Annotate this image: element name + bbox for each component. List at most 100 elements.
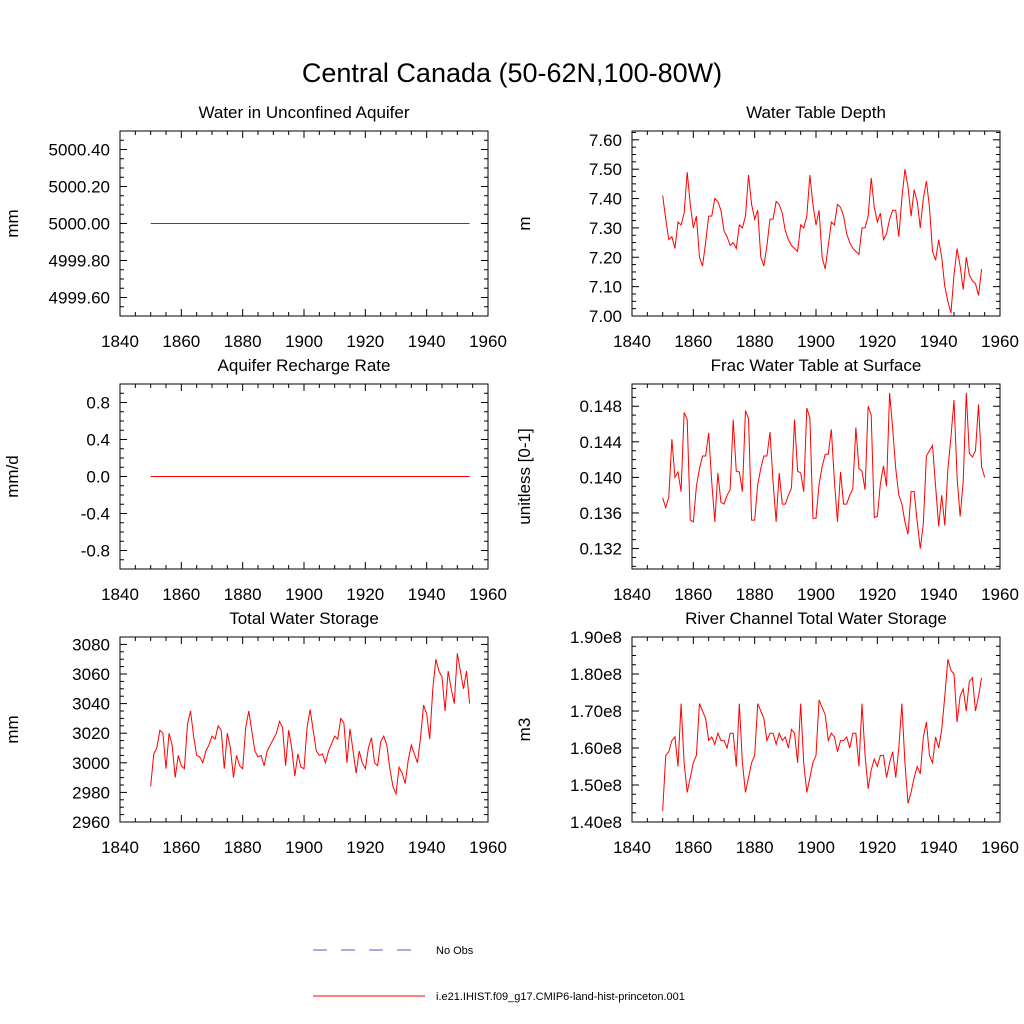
y-tick-label: 7.20	[589, 248, 622, 267]
y-tick-label: 3060	[72, 665, 110, 684]
y-tick-label: 1.80e8	[570, 665, 622, 684]
y-tick-label: -0.4	[81, 505, 110, 524]
x-tick-label: 1940	[408, 585, 446, 604]
y-tick-label: 1.50e8	[570, 776, 622, 795]
x-tick-label: 1840	[101, 332, 139, 351]
y-tick-label: 0.0	[86, 468, 110, 487]
x-tick-label: 1900	[285, 585, 323, 604]
y-tick-label: 3040	[72, 695, 110, 714]
y-tick-label: 1.70e8	[570, 702, 622, 721]
x-tick-label: 1840	[613, 585, 651, 604]
x-tick-label: 1880	[736, 332, 774, 351]
x-tick-label: 1920	[858, 585, 896, 604]
x-tick-label: 1860	[162, 585, 200, 604]
x-tick-label: 1920	[346, 585, 384, 604]
x-tick-label: 1960	[469, 332, 507, 351]
y-tick-label: 3000	[72, 754, 110, 773]
x-tick-label: 1860	[674, 585, 712, 604]
x-tick-label: 1860	[162, 838, 200, 857]
y-tick-label: 1.60e8	[570, 739, 622, 758]
y-tick-label: 0.148	[579, 397, 622, 416]
series-line-river-channel-total-water-storage	[662, 659, 983, 811]
y-axis-label-water-table-depth: m	[515, 216, 534, 230]
x-tick-label: 1900	[797, 585, 835, 604]
x-tick-label: 1880	[736, 585, 774, 604]
x-tick-label: 1940	[408, 332, 446, 351]
y-axis-label-frac-water-table-at-surface: unitless [0-1]	[515, 428, 534, 524]
y-tick-label: 0.136	[579, 504, 622, 523]
x-tick-label: 1900	[285, 332, 323, 351]
series-line-total-water-storage	[150, 653, 471, 796]
figure-title: Central Canada (50-62N,100-80W)	[302, 58, 722, 88]
y-tick-label: 0.144	[579, 433, 622, 452]
panel-frac-water-table-at-surface: Frac Water Table at Surface unitless [0-1…	[515, 356, 1019, 604]
y-tick-label: 4999.80	[49, 252, 110, 271]
plot-frame-frac-water-table-at-surface	[631, 383, 1001, 570]
x-tick-label: 1880	[224, 332, 262, 351]
legend-label-model: i.e21.IHIST.f09_g17.CMIP6-land-hist-prin…	[436, 991, 685, 1003]
x-tick-label: 1920	[346, 838, 384, 857]
x-tick-label: 1940	[920, 585, 958, 604]
x-tick-label: 1960	[981, 332, 1019, 351]
y-tick-label: 7.00	[589, 307, 622, 326]
x-tick-label: 1840	[613, 332, 651, 351]
y-tick-label: 5000.20	[49, 178, 110, 197]
x-tick-label: 1880	[736, 838, 774, 857]
x-tick-label: 1900	[285, 838, 323, 857]
legend: No Obs i.e21.IHIST.f09_g17.CMIP6-land-hi…	[313, 945, 685, 1003]
y-tick-label: -0.8	[81, 542, 110, 561]
x-tick-label: 1960	[469, 838, 507, 857]
y-tick-label: 3080	[72, 635, 110, 654]
panel-title-total-water-storage: Total Water Storage	[229, 609, 379, 628]
y-tick-label: 4999.60	[49, 289, 110, 308]
x-tick-label: 1960	[981, 585, 1019, 604]
x-tick-label: 1840	[101, 838, 139, 857]
y-tick-label: 5000.40	[49, 141, 110, 160]
y-axis-label-river-channel-total-water-storage: m3	[515, 718, 534, 742]
plot-frame-total-water-storage	[119, 636, 489, 823]
x-tick-label: 1840	[613, 838, 651, 857]
panel-title-water-table-depth: Water Table Depth	[746, 103, 886, 122]
y-tick-label: 0.140	[579, 468, 622, 487]
y-tick-label: 2960	[72, 813, 110, 832]
y-tick-label: 7.10	[589, 278, 622, 297]
x-tick-label: 1960	[981, 838, 1019, 857]
y-tick-label: 5000.00	[49, 215, 110, 234]
x-tick-label: 1860	[674, 838, 712, 857]
legend-label-no-obs: No Obs	[436, 945, 474, 957]
y-tick-label: 0.132	[579, 540, 622, 559]
y-tick-label: 1.90e8	[570, 628, 622, 647]
series-line-frac-water-table-at-surface	[662, 392, 986, 549]
y-tick-label: 7.60	[589, 131, 622, 150]
y-axis-label-water-in-unconfined-aquifer: mm	[3, 209, 22, 237]
x-tick-label: 1920	[858, 332, 896, 351]
x-tick-label: 1920	[346, 332, 384, 351]
y-tick-label: 2980	[72, 783, 110, 802]
y-tick-label: 0.4	[86, 431, 110, 450]
x-tick-label: 1940	[920, 332, 958, 351]
panel-water-in-unconfined-aquifer: Water in Unconfined Aquifer mm 1840 1860 188…	[3, 103, 507, 351]
x-tick-label: 1840	[101, 585, 139, 604]
y-axis-label-total-water-storage: mm	[3, 715, 22, 743]
y-axis-label-aquifer-recharge-rate: mm/d	[3, 455, 22, 498]
panel-total-water-storage: Total Water Storage mm 1840 1860 1880 1900 192…	[3, 609, 507, 857]
panel-title-water-in-unconfined-aquifer: Water in Unconfined Aquifer	[198, 103, 409, 122]
x-tick-label: 1880	[224, 585, 262, 604]
x-tick-label: 1900	[797, 332, 835, 351]
y-tick-label: 7.40	[589, 190, 622, 209]
panels: Water in Unconfined Aquifer mm 1840 1860 188…	[3, 103, 1019, 857]
x-tick-label: 1860	[674, 332, 712, 351]
panel-title-frac-water-table-at-surface: Frac Water Table at Surface	[711, 356, 922, 375]
x-tick-label: 1940	[408, 838, 446, 857]
y-tick-label: 7.30	[589, 219, 622, 238]
panel-water-table-depth: Water Table Depth m 1840 1860 1880 1900 1920 19…	[515, 103, 1019, 351]
panel-title-river-channel-total-water-storage: River Channel Total Water Storage	[685, 609, 947, 628]
panel-title-aquifer-recharge-rate: Aquifer Recharge Rate	[218, 356, 391, 375]
series-line-water-table-depth	[662, 169, 983, 314]
x-tick-label: 1880	[224, 838, 262, 857]
panel-river-channel-total-water-storage: River Channel Total Water Storage m3 1840 1…	[515, 609, 1019, 857]
plot-frame-river-channel-total-water-storage	[631, 636, 1001, 823]
y-tick-label: 7.50	[589, 160, 622, 179]
x-tick-label: 1940	[920, 838, 958, 857]
